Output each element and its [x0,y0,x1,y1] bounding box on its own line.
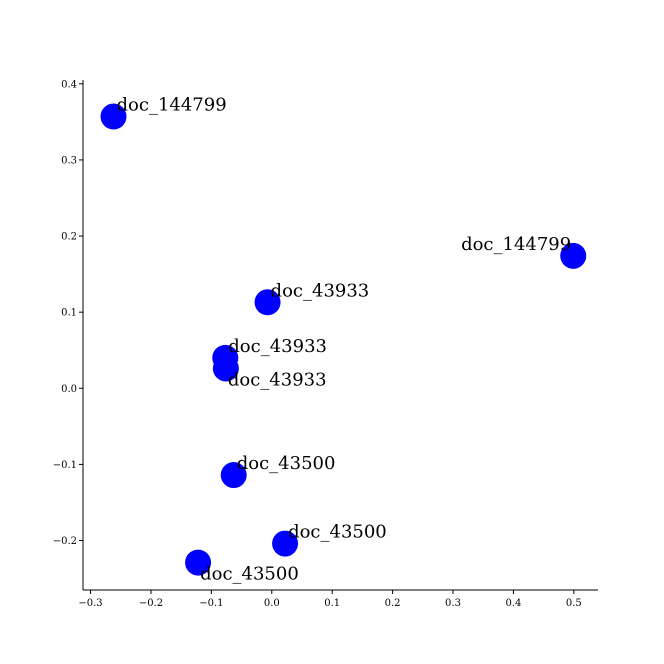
x-tick-label: 0.0 [264,598,280,609]
x-tick-label: 0.4 [505,598,521,609]
y-tick-label: 0.3 [61,155,77,166]
x-tick-label: 0.1 [324,598,340,609]
data-points [100,103,587,576]
data-point [185,549,212,576]
x-tick-label: −0.2 [139,598,163,609]
point-label: doc_144799 [461,234,571,255]
point-label: doc_144799 [117,95,227,116]
point-label: doc_43933 [228,336,327,357]
point-labels: doc_144799doc_144799doc_43933doc_43933do… [117,95,572,585]
point-label: doc_43500 [200,564,299,585]
y-tick-label: 0.0 [61,384,77,395]
data-point [272,530,299,557]
data-point [254,289,281,316]
x-tick-label: 0.5 [566,598,582,609]
y-tick-label: 0.1 [61,308,77,319]
y-tick-label: 0.2 [61,232,77,243]
y-tick-label: 0.4 [61,79,77,90]
data-point [212,355,239,382]
y-tick-label: −0.1 [53,460,77,471]
point-label: doc_43500 [288,522,387,543]
data-point [220,462,247,489]
point-label: doc_43500 [237,453,336,474]
data-point [100,103,127,130]
point-label: doc_43933 [228,369,327,390]
point-label: doc_43933 [271,280,370,301]
x-tick-label: −0.1 [199,598,223,609]
x-tick-label: 0.3 [445,598,461,609]
x-tick-label: −0.3 [78,598,102,609]
y-tick-label: −0.2 [53,536,77,547]
axes: −0.3 −0.2 −0.1 0.0 0.1 0.2 0.3 0.4 0.5 −0.2 −0.1 0.… [53,79,598,609]
x-tick-label: 0.2 [385,598,401,609]
data-point [560,242,587,269]
